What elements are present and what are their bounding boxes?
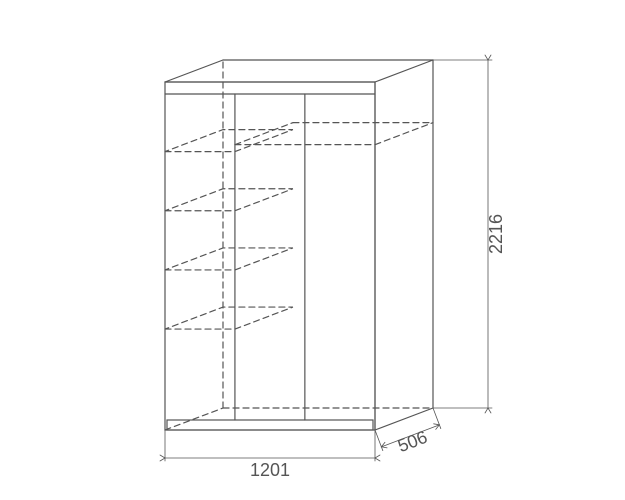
front-face: [165, 82, 375, 430]
dim-width: 1201: [250, 460, 290, 480]
dim-height: 2216: [486, 214, 506, 254]
dim-depth: 506: [395, 427, 430, 456]
wardrobe-diagram: 1201 506 2216: [0, 0, 625, 500]
